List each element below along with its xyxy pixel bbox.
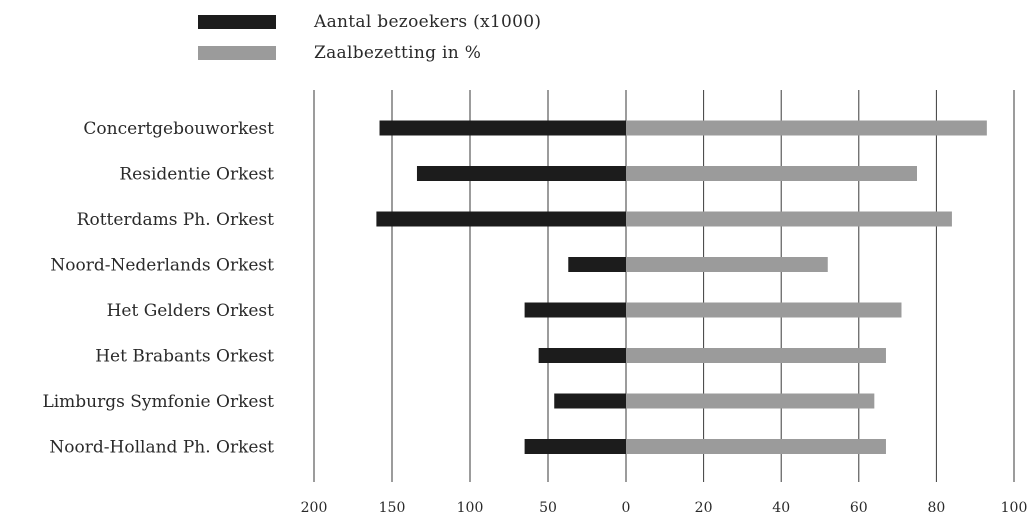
tick-label-left-150: 150 [379, 500, 406, 516]
category-label: Noord-Holland Ph. Orkest [49, 438, 274, 458]
bar-occupancy [626, 120, 987, 136]
bar-visitors [568, 257, 626, 272]
category-label: Concertgebouworkest [83, 119, 274, 139]
category-labels: Concertgebouworkest Residentie Orkest Rott… [42, 119, 274, 458]
category-label: Rotterdams Ph. Orkest [77, 210, 274, 230]
bar-visitors [376, 211, 626, 227]
category-label: Het Gelders Orkest [107, 301, 275, 321]
bar-visitors [379, 120, 626, 136]
tick-label-left-200: 200 [301, 500, 328, 516]
tick-label-right-80: 80 [927, 500, 945, 516]
legend-label-visitors: Aantal bezoekers (x1000) [314, 12, 542, 32]
category-label: Limburgs Symfonie Orkest [42, 392, 274, 412]
bar-visitors [524, 439, 626, 454]
bar-occupancy [626, 348, 886, 363]
category-label: Residentie Orkest [119, 165, 274, 185]
tick-label-right-20: 20 [695, 500, 713, 516]
bar-visitors [416, 166, 626, 181]
bar-occupancy [626, 257, 828, 272]
bar-visitors [524, 302, 626, 318]
tick-label-left-50: 50 [539, 500, 557, 516]
bar-occupancy [626, 166, 917, 181]
tick-label-right-100: 100 [1001, 500, 1028, 516]
category-label: Het Brabants Orkest [95, 347, 274, 367]
legend-swatch-occupancy [198, 46, 276, 60]
legend-item-occupancy: Zaalbezetting in % [198, 43, 481, 63]
legend-swatch-visitors [198, 15, 276, 29]
bar-visitors [554, 393, 626, 409]
bars [376, 120, 987, 454]
legend-item-visitors: Aantal bezoekers (x1000) [198, 12, 541, 32]
category-label: Noord-Nederlands Orkest [50, 256, 274, 276]
tick-label-left-0: 0 [622, 500, 631, 516]
bar-occupancy [626, 393, 875, 409]
bar-occupancy [626, 439, 886, 454]
legend-label-occupancy: Zaalbezetting in % [314, 43, 482, 63]
bar-occupancy [626, 211, 952, 227]
tick-label-right-40: 40 [772, 500, 790, 516]
tick-labels: 200 150 100 50 0 20 40 60 80 100 [301, 500, 1028, 516]
tick-label-right-60: 60 [850, 500, 868, 516]
bar-occupancy [626, 302, 902, 318]
bar-visitors [538, 348, 626, 363]
grid-lines [313, 90, 1015, 482]
tick-label-left-100: 100 [457, 500, 484, 516]
